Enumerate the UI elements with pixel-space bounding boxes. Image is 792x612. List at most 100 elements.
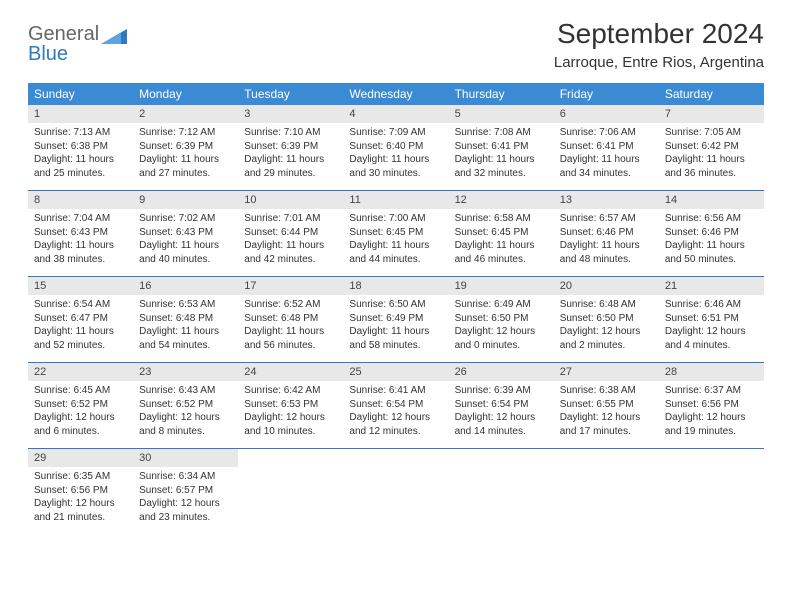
- sunrise-text: Sunrise: 7:01 AM: [244, 212, 337, 226]
- day-detail-cell: Sunrise: 6:54 AMSunset: 6:47 PMDaylight:…: [28, 295, 133, 363]
- daylight-text: Daylight: 11 hours: [665, 239, 758, 253]
- day-detail-cell: Sunrise: 7:12 AMSunset: 6:39 PMDaylight:…: [133, 123, 238, 191]
- weekday-header: Wednesday: [343, 83, 448, 105]
- daylight-text: and 4 minutes.: [665, 339, 758, 353]
- daylight-text: Daylight: 12 hours: [34, 411, 127, 425]
- sunset-text: Sunset: 6:56 PM: [665, 398, 758, 412]
- daylight-text: Daylight: 11 hours: [560, 153, 653, 167]
- day-detail-cell: [659, 467, 764, 534]
- daylight-text: Daylight: 11 hours: [455, 153, 548, 167]
- day-number-cell: 11: [343, 191, 448, 210]
- daylight-text: Daylight: 12 hours: [139, 497, 232, 511]
- daylight-text: and 27 minutes.: [139, 167, 232, 181]
- daylight-text: Daylight: 11 hours: [139, 239, 232, 253]
- sunrise-text: Sunrise: 7:13 AM: [34, 126, 127, 140]
- sunset-text: Sunset: 6:46 PM: [665, 226, 758, 240]
- sunset-text: Sunset: 6:50 PM: [455, 312, 548, 326]
- month-title: September 2024: [554, 18, 764, 50]
- day-number-cell: 18: [343, 277, 448, 296]
- day-detail-cell: Sunrise: 6:56 AMSunset: 6:46 PMDaylight:…: [659, 209, 764, 277]
- sunrise-text: Sunrise: 6:35 AM: [34, 470, 127, 484]
- day-number-cell: 16: [133, 277, 238, 296]
- sunrise-text: Sunrise: 7:06 AM: [560, 126, 653, 140]
- sunrise-text: Sunrise: 7:08 AM: [455, 126, 548, 140]
- daylight-text: and 17 minutes.: [560, 425, 653, 439]
- daylight-text: Daylight: 11 hours: [665, 153, 758, 167]
- weekday-header: Thursday: [449, 83, 554, 105]
- sunset-text: Sunset: 6:38 PM: [34, 140, 127, 154]
- day-detail-row: Sunrise: 6:54 AMSunset: 6:47 PM Daylight:…: [28, 295, 764, 363]
- daylight-text: and 38 minutes.: [34, 253, 127, 267]
- day-detail-cell: Sunrise: 6:37 AMSunset: 6:56 PMDaylight:…: [659, 381, 764, 449]
- daylight-text: Daylight: 11 hours: [244, 325, 337, 339]
- sunrise-text: Sunrise: 7:05 AM: [665, 126, 758, 140]
- day-detail-cell: Sunrise: 6:49 AMSunset: 6:50 PMDaylight:…: [449, 295, 554, 363]
- daylight-text: and 8 minutes.: [139, 425, 232, 439]
- sunset-text: Sunset: 6:47 PM: [34, 312, 127, 326]
- day-number-cell: [343, 449, 448, 468]
- sunset-text: Sunset: 6:57 PM: [139, 484, 232, 498]
- weekday-header-row: Sunday Monday Tuesday Wednesday Thursday…: [28, 83, 764, 105]
- sunset-text: Sunset: 6:48 PM: [244, 312, 337, 326]
- day-detail-cell: Sunrise: 6:57 AMSunset: 6:46 PMDaylight:…: [554, 209, 659, 277]
- day-detail-cell: Sunrise: 6:58 AMSunset: 6:45 PMDaylight:…: [449, 209, 554, 277]
- day-number-cell: 13: [554, 191, 659, 210]
- sunrise-text: Sunrise: 6:54 AM: [34, 298, 127, 312]
- day-number-cell: [659, 449, 764, 468]
- day-detail-row: Sunrise: 6:35 AMSunset: 6:56 PMDaylight:…: [28, 467, 764, 534]
- day-detail-cell: [554, 467, 659, 534]
- daylight-text: and 54 minutes.: [139, 339, 232, 353]
- sunrise-text: Sunrise: 6:45 AM: [34, 384, 127, 398]
- day-detail-cell: Sunrise: 7:04 AMSunset: 6:43 PMDaylight:…: [28, 209, 133, 277]
- sunrise-text: Sunrise: 6:34 AM: [139, 470, 232, 484]
- day-detail-cell: Sunrise: 6:52 AMSunset: 6:48 PMDaylight:…: [238, 295, 343, 363]
- day-number-row: 2930: [28, 449, 764, 468]
- day-number-row: 22232425262728: [28, 363, 764, 382]
- weekday-header: Sunday: [28, 83, 133, 105]
- sunrise-text: Sunrise: 6:41 AM: [349, 384, 442, 398]
- day-detail-cell: Sunrise: 6:46 AMSunset: 6:51 PMDaylight:…: [659, 295, 764, 363]
- sunrise-text: Sunrise: 6:38 AM: [560, 384, 653, 398]
- page-header: General Blue September 2024 Larroque, En…: [28, 18, 764, 71]
- weekday-header: Tuesday: [238, 83, 343, 105]
- day-detail-cell: [449, 467, 554, 534]
- sunset-text: Sunset: 6:51 PM: [665, 312, 758, 326]
- day-detail-cell: Sunrise: 7:09 AMSunset: 6:40 PMDaylight:…: [343, 123, 448, 191]
- day-detail-row: Sunrise: 7:13 AMSunset: 6:38 PMDaylight:…: [28, 123, 764, 191]
- daylight-text: Daylight: 11 hours: [139, 153, 232, 167]
- daylight-text: and 58 minutes.: [349, 339, 442, 353]
- day-number-cell: 5: [449, 105, 554, 123]
- day-detail-cell: Sunrise: 6:39 AMSunset: 6:54 PMDaylight:…: [449, 381, 554, 449]
- day-detail-cell: Sunrise: 6:48 AMSunset: 6:50 PMDaylight:…: [554, 295, 659, 363]
- daylight-text: Daylight: 11 hours: [560, 239, 653, 253]
- day-detail-cell: Sunrise: 6:50 AMSunset: 6:49 PMDaylight:…: [343, 295, 448, 363]
- daylight-text: and 23 minutes.: [139, 511, 232, 525]
- day-detail-cell: Sunrise: 6:53 AMSunset: 6:48 PMDaylight:…: [133, 295, 238, 363]
- daylight-text: Daylight: 11 hours: [349, 153, 442, 167]
- sunrise-text: Sunrise: 7:02 AM: [139, 212, 232, 226]
- daylight-text: and 6 minutes.: [34, 425, 127, 439]
- day-detail-cell: Sunrise: 7:01 AMSunset: 6:44 PMDaylight:…: [238, 209, 343, 277]
- sunset-text: Sunset: 6:50 PM: [560, 312, 653, 326]
- sunset-text: Sunset: 6:55 PM: [560, 398, 653, 412]
- sunset-text: Sunset: 6:53 PM: [244, 398, 337, 412]
- daylight-text: and 48 minutes.: [560, 253, 653, 267]
- daylight-text: and 42 minutes.: [244, 253, 337, 267]
- daylight-text: Daylight: 12 hours: [139, 411, 232, 425]
- day-number-cell: 25: [343, 363, 448, 382]
- daylight-text: Daylight: 12 hours: [560, 325, 653, 339]
- daylight-text: Daylight: 11 hours: [244, 153, 337, 167]
- day-number-cell: 30: [133, 449, 238, 468]
- logo-triangle-icon: [101, 26, 127, 48]
- daylight-text: and 21 minutes.: [34, 511, 127, 525]
- daylight-text: Daylight: 12 hours: [455, 411, 548, 425]
- daylight-text: and 56 minutes.: [244, 339, 337, 353]
- daylight-text: Daylight: 11 hours: [455, 239, 548, 253]
- day-detail-cell: Sunrise: 7:06 AMSunset: 6:41 PMDaylight:…: [554, 123, 659, 191]
- sunset-text: Sunset: 6:44 PM: [244, 226, 337, 240]
- sunset-text: Sunset: 6:43 PM: [34, 226, 127, 240]
- sunset-text: Sunset: 6:45 PM: [455, 226, 548, 240]
- daylight-text: Daylight: 11 hours: [34, 153, 127, 167]
- sunrise-text: Sunrise: 6:56 AM: [665, 212, 758, 226]
- weekday-header: Monday: [133, 83, 238, 105]
